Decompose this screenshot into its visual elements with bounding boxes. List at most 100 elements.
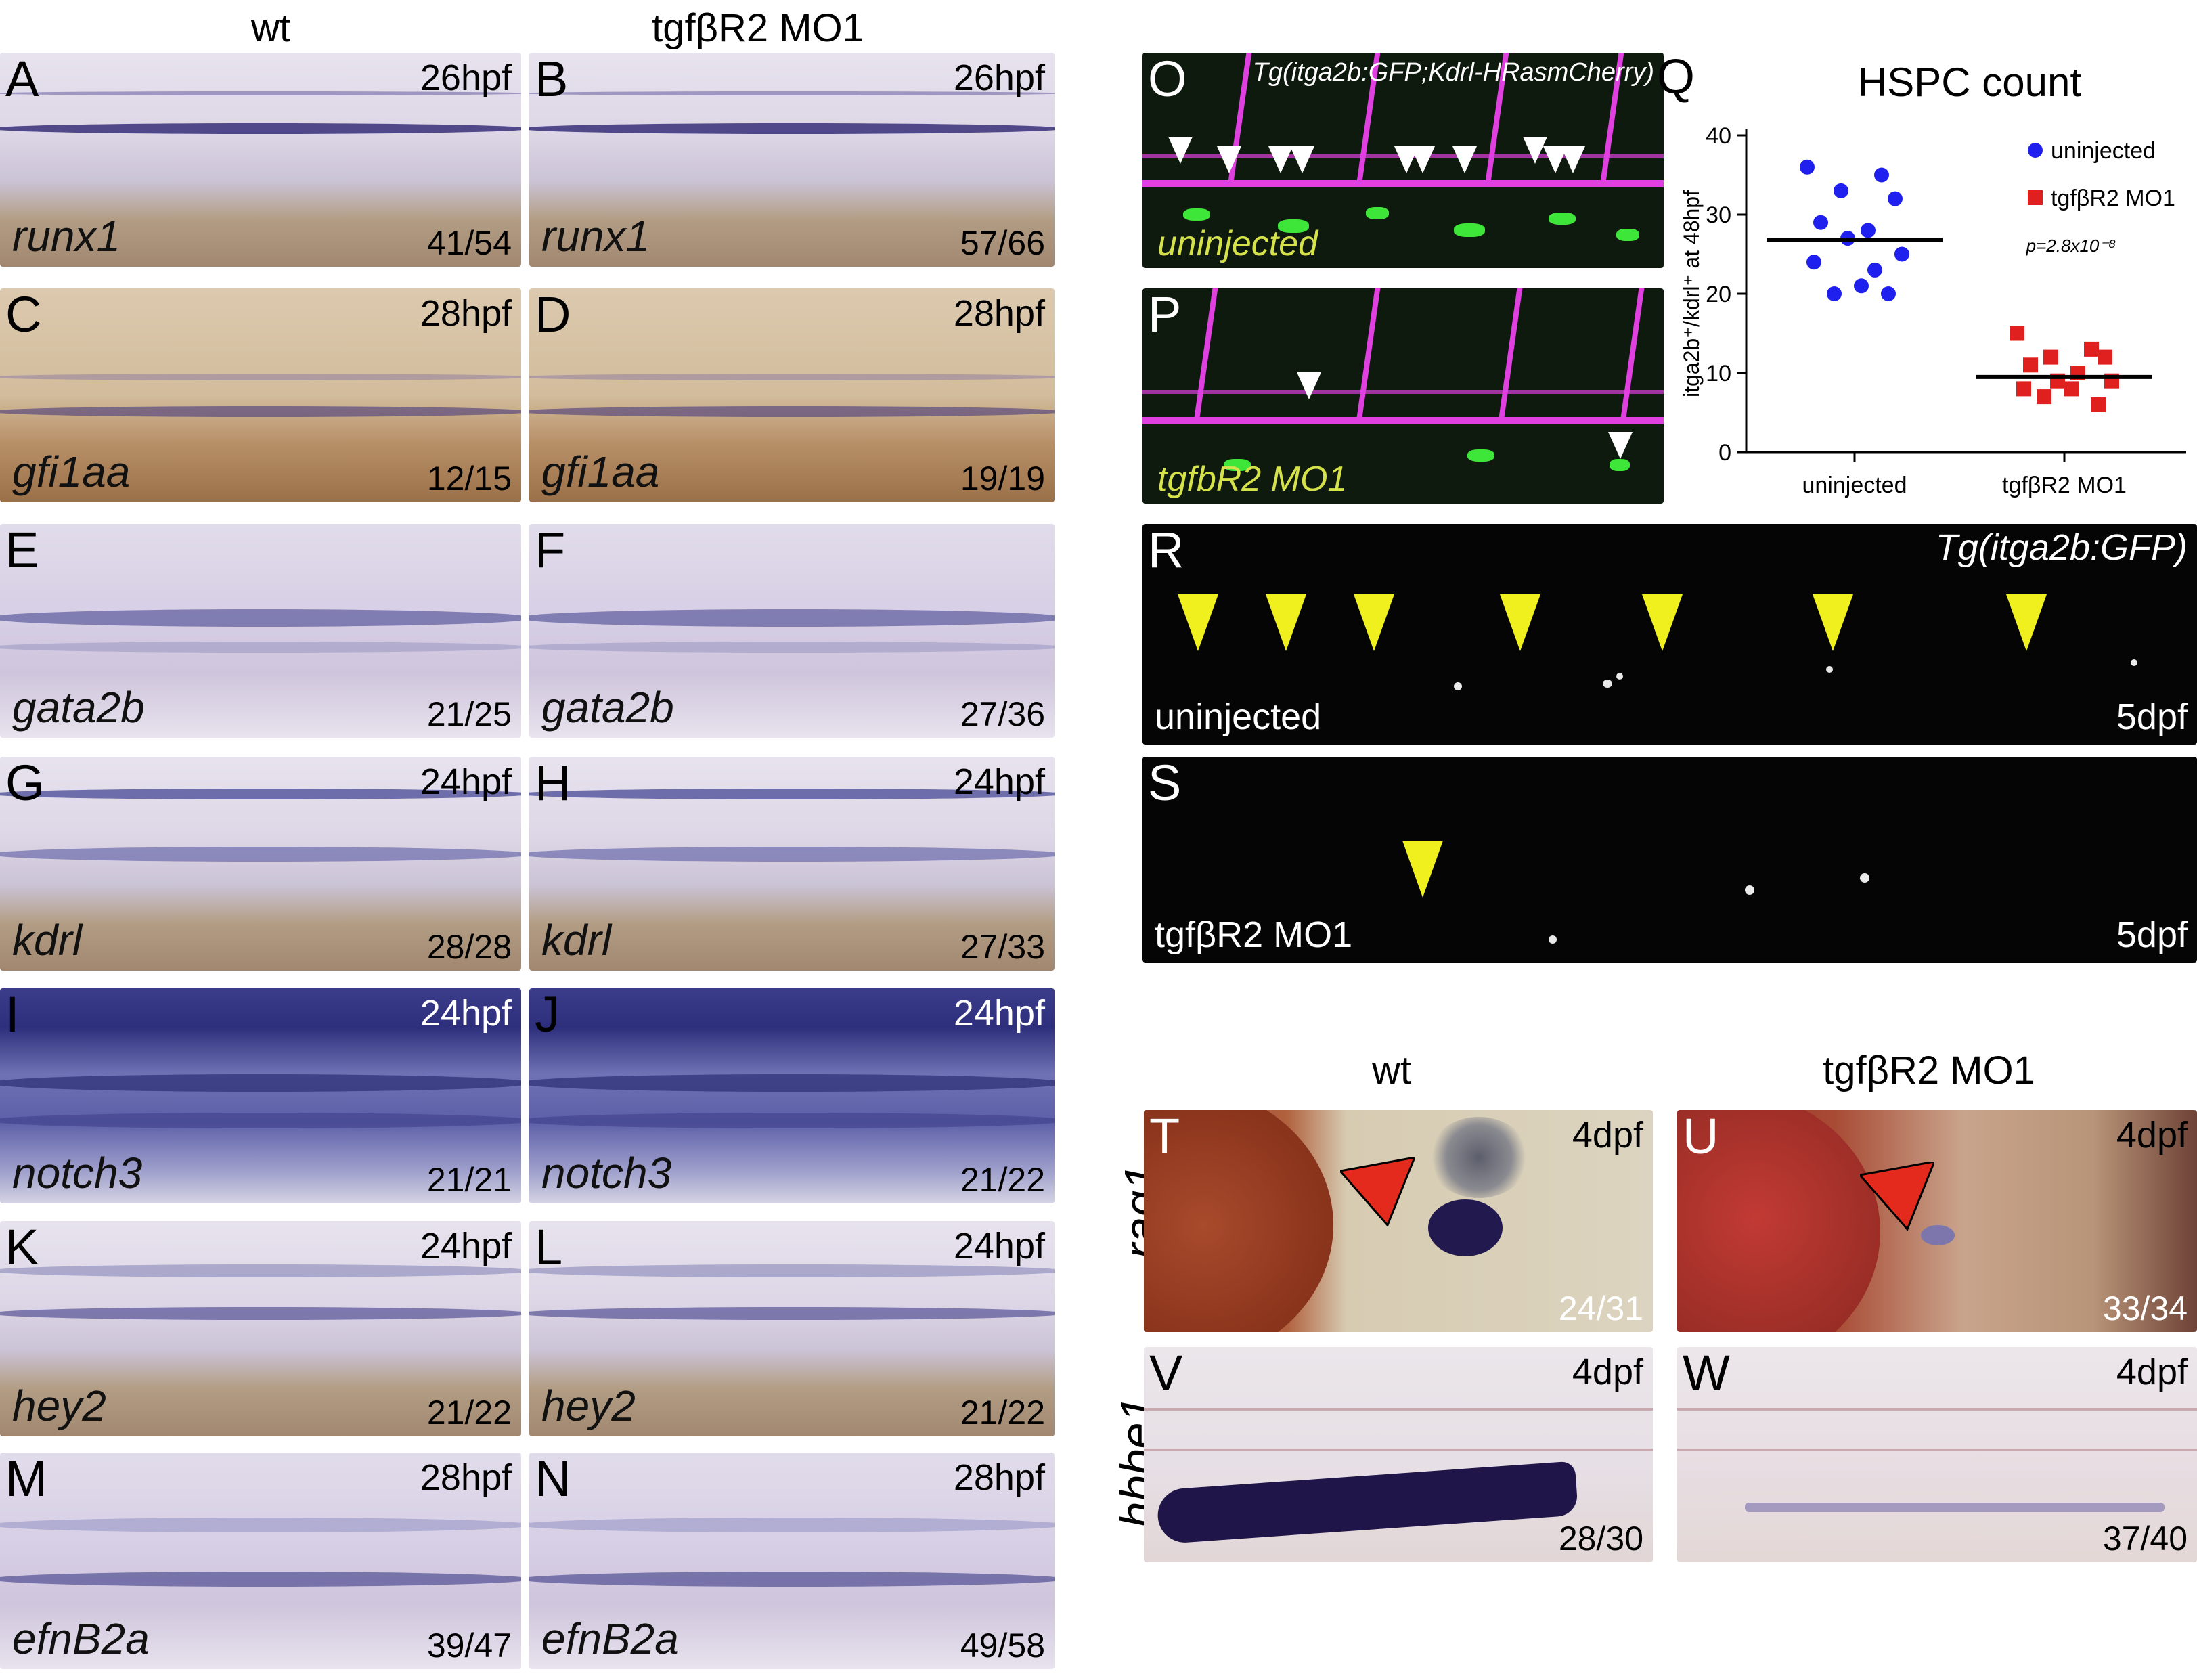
x-tick-label: tgfβR2 MO1 [2002,472,2127,498]
stage-label: 28hpf [953,1457,1045,1498]
data-point [2037,389,2051,405]
expression-band [529,609,1055,627]
stage-label: 24hpf [953,761,1045,802]
ratio-label: 49/58 [960,1627,1045,1664]
gene-label: gfi1aa [541,447,660,496]
data-point [2098,349,2112,365]
ratio-label: 39/47 [426,1627,512,1664]
data-point [1834,183,1848,198]
stage-label: 24hpf [420,761,512,802]
expression-band [529,1074,1055,1092]
expression-band [0,789,521,800]
column-header-wt-lower: wt [1372,1048,1411,1092]
ratio-label: 28/28 [426,928,512,966]
y-axis-label: itga2b⁺/kdrl⁺ at 48hpf [1679,190,1704,397]
chart-title: HSPC count [1858,60,2081,105]
panel-letter: U [1683,1110,1719,1164]
panel-letter: I [5,988,20,1042]
y-tick-label: 30 [1706,202,1731,228]
expression-band [529,1572,1055,1587]
panel-letter: Q [1657,50,1695,104]
data-point [2064,381,2079,397]
red-arrowhead-icon [1340,1157,1415,1227]
panel-letter: C [5,288,42,342]
expression-band [0,405,521,417]
red-arrowhead-icon [1860,1162,1934,1231]
gene-label: gfi1aa [12,447,131,496]
stage-label: 4dpf [1572,1115,1643,1155]
column-header-mo: tgfβR2 MO1 [652,6,864,50]
panel-letter: F [535,524,566,578]
expression-band [529,641,1055,653]
ratio-label: 21/25 [426,695,512,733]
gene-label: hey2 [12,1381,106,1430]
ratio-label: 21/21 [426,1161,512,1199]
x-tick-label: uninjected [1802,472,1907,498]
stage-label: 26hpf [953,58,1045,98]
panel-letter: R [1148,524,1184,578]
data-point [2084,341,2099,357]
expression-band [529,123,1055,135]
panel-t-rag1: T 4dpf 24/31 [1144,1110,1653,1332]
transgene-label: Tg(itga2b:GFP;Kdrl-HRasmCherry) [1252,58,1654,87]
panel-letter: J [535,988,560,1042]
expression-band [0,1264,521,1277]
legend-label: uninjected [2051,138,2156,164]
panel-letter: D [535,288,571,342]
stage-label: 28hpf [420,1457,512,1498]
expression-band [0,1074,521,1092]
panel-letter: W [1683,1347,1730,1401]
data-point [1854,278,1869,294]
panel-v-hbbe1: V 4dpf 28/30 [1144,1347,1653,1562]
gene-label: efnB2a [541,1614,679,1663]
panel-letter: E [5,524,39,578]
ratio-label: 24/31 [1558,1289,1643,1327]
ratio-label: 33/34 [2102,1289,2188,1327]
panel-letter: O [1148,53,1187,107]
data-point [1800,159,1815,175]
condition-label: uninjected [1155,697,1322,737]
panel-letter: V [1149,1347,1183,1401]
y-tick-label: 40 [1706,123,1731,149]
panel-p-fluorescence: P tgfbR2 MO1 [1142,288,1664,504]
stage-label: 24hpf [420,993,512,1034]
expression-band [0,374,521,380]
y-tick-label: 20 [1706,282,1731,307]
ratio-label: 21/22 [960,1394,1045,1432]
expression-band [529,405,1055,417]
data-point [2091,397,2106,412]
data-point [2043,349,2058,365]
data-point [1881,286,1896,301]
data-point [1827,286,1842,301]
ratio-label: 57/66 [960,224,1045,262]
y-tick-label: 10 [1706,361,1731,386]
expression-band [0,609,521,627]
stage-label: 4dpf [2116,1115,2188,1155]
panel-letter: S [1148,757,1182,811]
gene-label: notch3 [12,1149,143,1197]
condition-label: tgfβR2 MO1 [1155,914,1353,955]
panel-letter: M [5,1453,47,1507]
gene-label: kdrl [541,916,612,965]
panel-o-fluorescence: O Tg(itga2b:GFP;Kdrl-HRasmCherry) uninje… [1142,53,1664,268]
expression-band [0,1572,521,1587]
panel-r-itga2b-gfp: R Tg(itga2b:GFP) uninjected 5dpf [1142,524,2197,745]
condition-label: tgfbR2 MO1 [1157,460,1348,499]
expression-band [529,1518,1055,1533]
gene-label: efnB2a [12,1614,150,1663]
legend-marker [2028,143,2043,158]
panel-letter: L [535,1221,563,1275]
ratio-label: 27/36 [960,695,1045,733]
legend-label: tgfβR2 MO1 [2051,185,2175,211]
stage-label: 24hpf [953,1226,1045,1266]
stage-label: 24hpf [953,993,1045,1034]
expression-band [529,846,1055,862]
